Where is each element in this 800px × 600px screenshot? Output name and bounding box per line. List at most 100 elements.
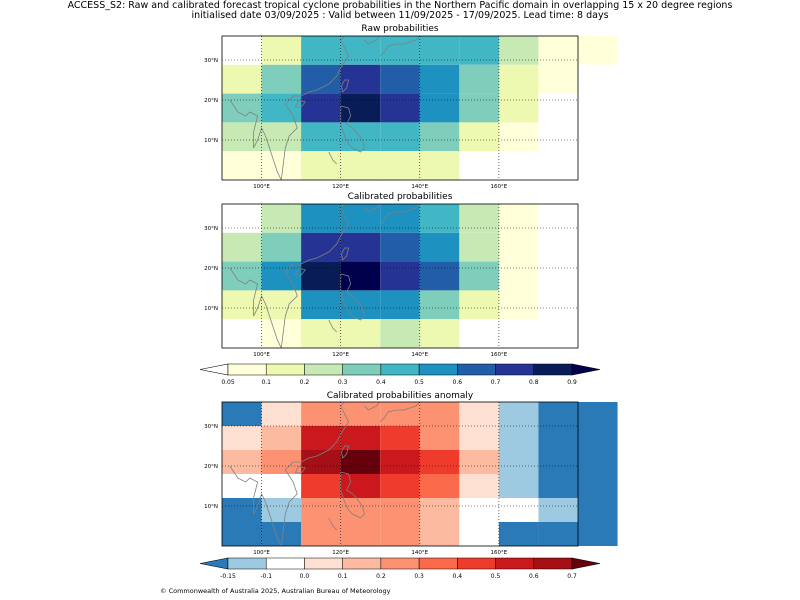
anom-colorbar-tick-label: 0.5 — [491, 573, 501, 580]
copyright-footer: © Commonwealth of Australia 2025, Austra… — [160, 587, 391, 595]
heatmap-cell — [222, 522, 262, 546]
x-tick-label: 100°E — [253, 550, 270, 556]
heatmap-cell — [222, 402, 262, 426]
heatmap-cell — [578, 36, 618, 65]
prob-colorbar-segment — [533, 363, 573, 376]
figure-title-line2: initialised date 03/09/2025 : Valid betw… — [191, 10, 609, 21]
heatmap-cell — [538, 122, 578, 152]
coastline — [229, 267, 282, 349]
prob-colorbar-segment — [304, 363, 343, 376]
heatmap-cell — [261, 64, 302, 94]
heatmap-cell — [459, 450, 499, 474]
y-tick-label: 10°N — [204, 138, 218, 144]
x-tick-label: 100°E — [253, 184, 270, 190]
heatmap-cell — [222, 36, 262, 65]
heatmap-cell — [498, 151, 539, 180]
heatmap-cell — [222, 122, 262, 152]
heatmap-cell — [301, 36, 341, 65]
heatmap-cell — [340, 522, 381, 546]
heatmap-cell — [459, 204, 499, 233]
heatmap-cell — [419, 232, 460, 262]
heatmap-cell — [419, 122, 460, 152]
panel-title-raw: Raw probabilities — [361, 24, 439, 34]
heatmap-cell — [498, 450, 539, 474]
anom-colorbar-tick-label: 0.4 — [453, 573, 463, 580]
heatmap-cell — [380, 151, 420, 180]
heatmap-cell — [578, 426, 618, 450]
heatmap-cell — [419, 319, 460, 348]
heatmap-cell — [261, 474, 302, 498]
heatmap-cell — [419, 93, 460, 123]
heatmap-cell — [459, 36, 499, 65]
anom-colorbar-tick-label: -0.15 — [220, 573, 236, 580]
anom-colorbar-segment — [265, 557, 305, 570]
heatmap-cell — [578, 319, 618, 348]
coastline — [341, 445, 350, 459]
heatmap-cell — [222, 64, 262, 94]
prob-colorbar-extend-high — [571, 363, 601, 376]
heatmap-cell — [340, 450, 381, 474]
heatmap-cell — [538, 36, 578, 65]
anom-colorbar-extend-high — [571, 557, 601, 570]
heatmap-cell — [578, 474, 618, 498]
anom-colorbar-segment — [227, 557, 267, 570]
y-tick-label: 30°N — [204, 424, 218, 430]
x-tick-label: 120°E — [332, 352, 349, 358]
heatmap-cell — [578, 522, 618, 546]
x-tick-label: 100°E — [253, 352, 270, 358]
x-tick-label: 160°E — [491, 352, 508, 358]
heatmap-cell — [301, 319, 341, 348]
prob-colorbar-tick-label: 0.7 — [491, 379, 501, 386]
anom-colorbar-tick-label: 0.7 — [567, 573, 577, 580]
heatmap-cell — [538, 204, 578, 233]
heatmap-cell — [578, 64, 618, 94]
heatmap-cell — [261, 232, 302, 262]
heatmap-cell — [498, 232, 539, 262]
prob-colorbar-tick-label: 0.1 — [261, 379, 271, 386]
heatmap-cell — [459, 261, 499, 291]
heatmap-cell — [538, 402, 578, 426]
coastline — [364, 203, 381, 213]
heatmap-cell — [380, 402, 420, 426]
heatmap-cell — [380, 232, 420, 262]
heatmap-cell — [380, 261, 420, 291]
anom-colorbar-tick-label: 0.1 — [338, 573, 348, 580]
heatmap-cell — [498, 474, 539, 498]
heatmap-cell — [419, 261, 460, 291]
panel-frame — [221, 35, 579, 181]
x-tick-label: 160°E — [491, 550, 508, 556]
heatmap-cell — [261, 122, 302, 152]
x-tick-label: 140°E — [411, 184, 428, 190]
heatmap-cell — [380, 498, 420, 522]
y-tick-label: 30°N — [204, 226, 218, 232]
heatmap-cell — [222, 232, 262, 262]
panel-title-calibrated: Calibrated probabilities — [347, 192, 453, 202]
heatmap-cell — [380, 522, 420, 546]
heatmap-cell — [498, 426, 539, 450]
prob-colorbar-tick-label: 0.9 — [567, 379, 577, 386]
x-tick-label: 120°E — [332, 184, 349, 190]
y-tick-label: 20°N — [204, 464, 218, 470]
heatmap-cell — [459, 64, 499, 94]
coastline — [294, 465, 306, 474]
anom-colorbar-tick-label: 0.2 — [376, 573, 386, 580]
heatmap-cell — [538, 151, 578, 180]
heatmap-cell — [301, 474, 341, 498]
anom-colorbar-tick-label: -0.1 — [260, 573, 272, 580]
anom-colorbar-segment — [342, 557, 382, 570]
heatmap-cell — [578, 498, 618, 522]
heatmap-cell — [459, 122, 499, 152]
heatmap-cell — [380, 64, 420, 94]
anom-colorbar-segment — [418, 557, 458, 570]
heatmap-cell — [578, 93, 618, 123]
heatmap-cell — [301, 232, 341, 262]
heatmap-cell — [340, 261, 381, 291]
heatmap-cell — [538, 450, 578, 474]
anom-colorbar-segment — [533, 557, 573, 570]
heatmap-cell — [301, 151, 341, 180]
heatmap-cell — [419, 402, 460, 426]
prob-colorbar-segment — [342, 363, 382, 376]
heatmap-cell — [222, 204, 262, 233]
heatmap-cell — [459, 474, 499, 498]
heatmap-cell — [578, 402, 618, 426]
